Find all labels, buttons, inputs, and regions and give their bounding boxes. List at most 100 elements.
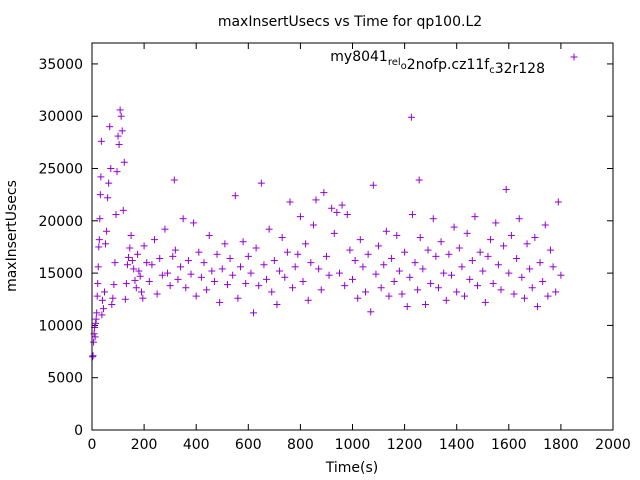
data-point <box>335 269 343 277</box>
data-point <box>92 315 100 323</box>
y-axis-label: maxInsertUsecs <box>4 180 20 292</box>
data-point <box>121 295 129 303</box>
data-point <box>134 250 142 258</box>
data-point <box>127 231 135 239</box>
data-point <box>520 294 528 302</box>
data-point <box>523 240 531 248</box>
data-point <box>200 259 208 267</box>
data-point <box>166 282 174 290</box>
data-point <box>429 215 437 223</box>
data-point <box>296 213 304 221</box>
data-point <box>231 192 239 200</box>
data-point <box>325 271 333 279</box>
data-point <box>510 290 518 298</box>
data-point <box>135 267 143 275</box>
data-point <box>97 137 105 145</box>
data-point <box>151 236 159 244</box>
data-point <box>95 236 103 244</box>
data-point <box>247 269 255 277</box>
data-point <box>268 288 276 296</box>
data-point <box>552 288 560 296</box>
data-point <box>123 261 131 269</box>
data-point <box>95 243 103 251</box>
data-point <box>513 254 521 262</box>
data-point <box>153 290 161 298</box>
data-point <box>375 242 383 250</box>
data-point <box>474 282 482 290</box>
data-point <box>229 271 237 279</box>
data-point <box>484 252 492 260</box>
data-point <box>312 196 320 204</box>
data-point <box>505 269 513 277</box>
data-point <box>367 308 375 316</box>
data-point <box>170 176 178 184</box>
data-point <box>317 286 325 294</box>
data-point <box>549 263 557 271</box>
data-point <box>116 106 124 114</box>
data-point <box>115 140 123 148</box>
data-point <box>494 261 502 269</box>
data-point <box>270 257 278 265</box>
data-point <box>234 294 242 302</box>
data-point <box>260 261 268 269</box>
data-point <box>96 191 104 199</box>
data-point <box>466 275 474 283</box>
data-point <box>328 204 336 212</box>
data-point <box>330 229 338 237</box>
data-point <box>182 284 190 292</box>
data-point <box>192 292 200 300</box>
data-point <box>177 263 185 271</box>
legend-label: my8041relo2nofp.cz11fc32r128 <box>330 49 545 77</box>
data-point <box>164 269 172 277</box>
y-tick-label: 30000 <box>38 109 83 125</box>
data-point <box>468 257 476 265</box>
data-point <box>455 244 463 252</box>
data-point <box>385 292 393 300</box>
data-point <box>458 263 466 271</box>
data-point <box>226 254 234 262</box>
data-point <box>161 225 169 233</box>
data-point <box>364 250 372 258</box>
data-point <box>136 272 144 280</box>
data-point <box>372 270 380 278</box>
y-tick-label: 15000 <box>38 266 83 282</box>
data-point <box>286 198 294 206</box>
data-point <box>419 265 427 273</box>
data-point <box>304 296 312 304</box>
legend: my8041relo2nofp.cz11fc32r128 <box>330 49 578 77</box>
x-tick-label: 1400 <box>439 437 475 453</box>
data-point <box>546 246 554 254</box>
data-point <box>145 277 153 285</box>
data-point <box>377 284 385 292</box>
data-point <box>89 353 97 361</box>
chart-title: maxInsertUsecs vs Time for qp100.L2 <box>218 14 482 30</box>
data-point <box>91 333 99 341</box>
x-tick-label: 600 <box>235 437 262 453</box>
data-point <box>407 113 415 121</box>
y-tick-label: 20000 <box>38 214 83 230</box>
data-point <box>118 127 126 135</box>
y-tick-label: 25000 <box>38 162 83 178</box>
data-point <box>432 252 440 260</box>
data-point <box>518 273 526 281</box>
data-point <box>112 211 120 219</box>
data-point <box>369 181 377 189</box>
x-tick-label: 2000 <box>595 437 631 453</box>
data-point <box>526 265 534 273</box>
data-point <box>390 277 398 285</box>
x-tick-label: 1200 <box>387 437 423 453</box>
data-point <box>507 231 515 239</box>
data-point <box>107 165 115 173</box>
x-tick-label: 0 <box>88 437 97 453</box>
data-point <box>354 294 362 302</box>
data-point <box>401 248 409 256</box>
data-point <box>108 300 116 308</box>
data-point <box>126 244 134 252</box>
data-point <box>333 208 341 216</box>
data-point <box>101 288 109 296</box>
data-point <box>158 271 166 279</box>
data-point <box>309 221 317 229</box>
data-point <box>93 292 101 300</box>
data-point <box>320 189 328 197</box>
data-point <box>411 259 419 267</box>
